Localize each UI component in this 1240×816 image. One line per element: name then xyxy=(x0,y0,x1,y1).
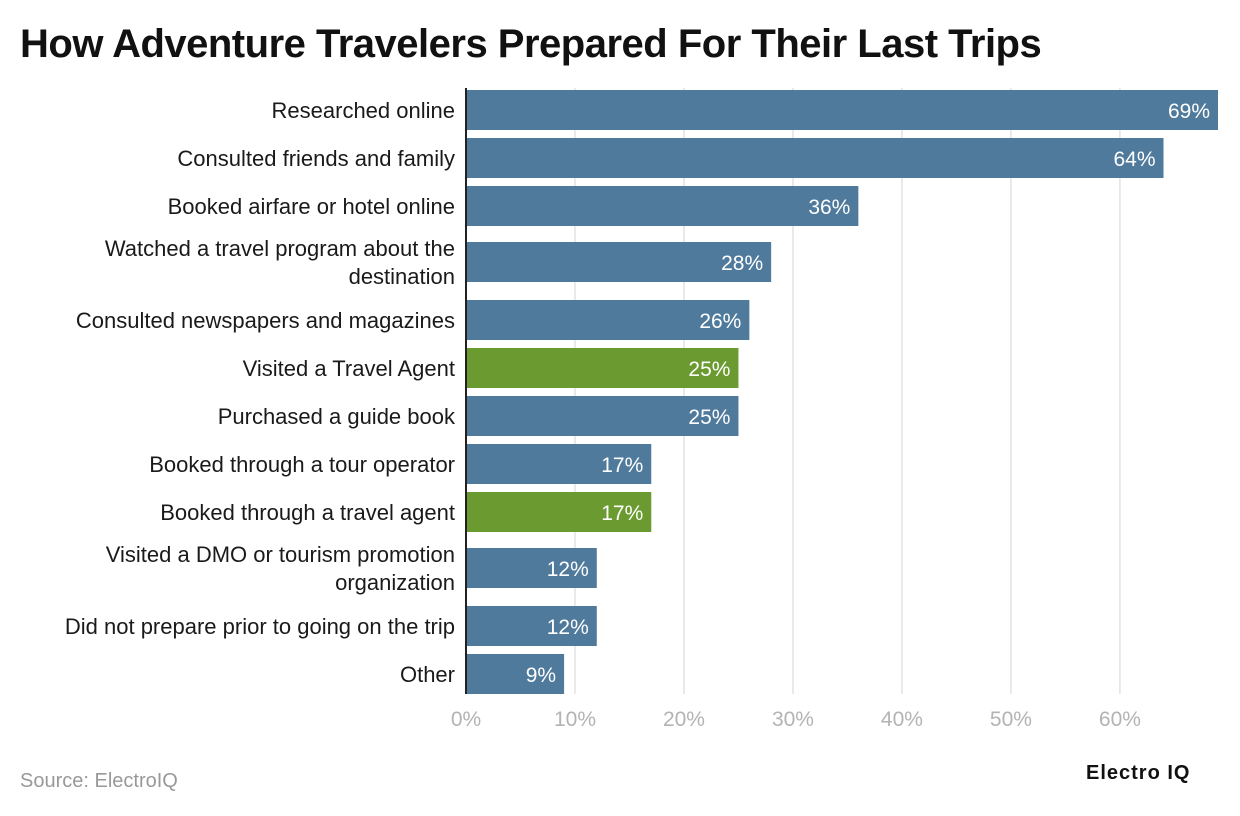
bar xyxy=(466,444,652,484)
x-tick-label: 40% xyxy=(881,708,923,731)
category-label: Visited a DMO or tourism promotion xyxy=(106,542,455,567)
bar xyxy=(466,548,597,588)
bar xyxy=(466,396,739,436)
data-label: 28% xyxy=(721,252,763,275)
data-label: 12% xyxy=(547,616,589,639)
category-label: Consulted newspapers and magazines xyxy=(76,308,455,333)
category-label: Purchased a guide book xyxy=(218,404,456,429)
x-tick-label: 30% xyxy=(772,708,814,731)
category-label: Did not prepare prior to going on the tr… xyxy=(65,614,455,639)
bar xyxy=(466,348,739,388)
category-label: organization xyxy=(335,570,455,595)
data-label: 9% xyxy=(526,664,556,687)
category-label: Other xyxy=(400,662,455,687)
category-label: destination xyxy=(349,264,455,289)
data-label: 36% xyxy=(808,196,850,219)
bar xyxy=(466,654,565,694)
x-tick-label: 60% xyxy=(1099,708,1141,731)
bar xyxy=(466,242,772,282)
category-label: Watched a travel program about the xyxy=(105,236,455,261)
category-label: Booked through a travel agent xyxy=(160,500,455,525)
data-label: 12% xyxy=(547,558,589,581)
bar xyxy=(466,606,597,646)
data-label: 25% xyxy=(688,358,730,381)
x-tick-label: 20% xyxy=(663,708,705,731)
bar xyxy=(466,492,652,532)
brand-logo: Electro IQ xyxy=(1086,762,1191,784)
bar xyxy=(466,90,1218,130)
data-label: 25% xyxy=(688,406,730,429)
chart-title: How Adventure Travelers Prepared For The… xyxy=(20,22,1042,66)
x-tick-label: 50% xyxy=(990,708,1032,731)
data-label: 64% xyxy=(1113,148,1155,171)
category-label: Booked airfare or hotel online xyxy=(168,194,455,219)
category-label: Consulted friends and family xyxy=(177,146,455,171)
x-tick-label: 10% xyxy=(554,708,596,731)
source-note: Source: ElectroIQ xyxy=(20,770,178,792)
data-label: 69% xyxy=(1168,100,1210,123)
data-label: 17% xyxy=(601,454,643,477)
category-label: Researched online xyxy=(272,98,455,123)
bar xyxy=(466,300,750,340)
data-label: 26% xyxy=(699,310,741,333)
x-tick-label: 0% xyxy=(451,708,481,731)
bar xyxy=(466,138,1164,178)
category-label: Visited a Travel Agent xyxy=(243,356,455,381)
category-label: Booked through a tour operator xyxy=(149,452,455,477)
data-label: 17% xyxy=(601,502,643,525)
bar xyxy=(466,186,859,226)
